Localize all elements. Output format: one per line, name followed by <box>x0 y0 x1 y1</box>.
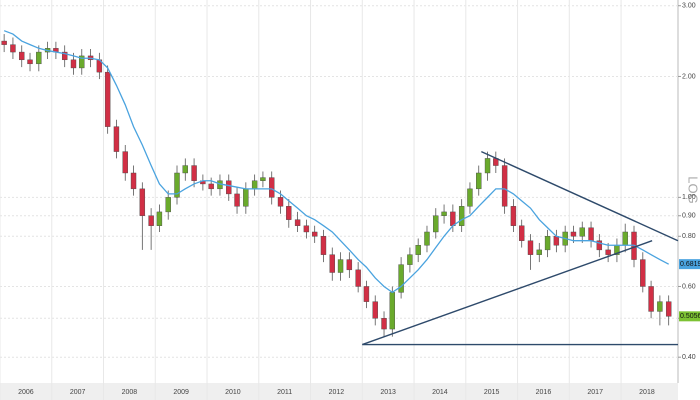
candle-body <box>372 301 378 319</box>
candle-body <box>226 180 232 195</box>
candle-body <box>79 55 85 69</box>
y-tick-label: 0.90 <box>682 213 696 220</box>
candle-body <box>174 172 180 198</box>
x-tick-label: 2018 <box>639 389 655 396</box>
y-tick-label: 3.00 <box>682 3 696 10</box>
candle-body <box>363 286 370 302</box>
candle-body <box>19 51 25 61</box>
candle-body <box>1 40 7 45</box>
last-value-label: 0.5056 <box>680 313 700 320</box>
y-tick-label: 2.00 <box>682 73 696 80</box>
candle-body <box>346 259 353 271</box>
candle-body <box>294 219 301 226</box>
candle-body <box>320 236 327 255</box>
candle-body <box>113 126 120 152</box>
candle-body <box>553 236 560 246</box>
candle-body <box>277 197 284 207</box>
x-tick-label: 2012 <box>329 389 345 396</box>
candle-body <box>544 236 551 251</box>
y-tick-label: 0.80 <box>682 233 696 240</box>
candle-body <box>243 188 249 207</box>
candle-body <box>234 193 240 207</box>
candle-body <box>657 301 663 312</box>
candle-body <box>501 165 508 207</box>
candle-body <box>156 211 163 226</box>
candle-body <box>182 165 188 174</box>
candle-body <box>191 165 197 181</box>
candle-body <box>588 227 594 241</box>
x-tick-label: 2006 <box>18 389 34 396</box>
candle-body <box>622 231 628 246</box>
y-tick-label: 0.60 <box>682 283 696 290</box>
candle-body <box>648 286 654 312</box>
candle-body <box>208 183 214 190</box>
candle-body <box>527 240 534 255</box>
candle-body <box>286 206 292 220</box>
x-axis-strip <box>0 383 678 400</box>
candle-body <box>536 249 542 255</box>
x-tick-label: 2009 <box>173 389 189 396</box>
candle-body <box>484 158 491 174</box>
candle-body <box>70 59 77 69</box>
candle-body <box>450 211 456 226</box>
candle-body <box>251 180 258 190</box>
y-tick-label: 1.00 <box>682 194 696 201</box>
candle-body <box>10 44 16 53</box>
candle-body <box>260 177 266 181</box>
candle-body <box>476 172 482 190</box>
candle-body <box>165 197 171 213</box>
x-tick-label: 2008 <box>122 389 138 396</box>
candle-body <box>311 231 318 237</box>
last-value-label: 0.6819 <box>680 261 700 268</box>
candle-body <box>389 292 396 330</box>
candle-body <box>104 71 111 127</box>
x-tick-label: 2015 <box>484 389 500 396</box>
candle-body <box>36 51 42 65</box>
candle-body <box>596 240 603 251</box>
x-tick-label: 2010 <box>225 389 241 396</box>
candle-body <box>27 59 33 65</box>
x-tick-label: 2011 <box>277 389 292 396</box>
candle-body <box>148 215 154 226</box>
candle-body <box>381 318 387 330</box>
trendline <box>362 240 653 346</box>
candle-body <box>605 249 611 255</box>
candle-body <box>579 227 585 237</box>
candle-body <box>355 269 361 287</box>
candle-body <box>441 211 447 216</box>
x-tick-label: 2017 <box>587 389 603 396</box>
candle-body <box>407 254 413 265</box>
candle-body <box>424 231 430 246</box>
candle-body <box>130 172 137 190</box>
candle-body <box>665 301 672 317</box>
candle-body <box>458 206 465 226</box>
x-tick-label: 2007 <box>70 389 86 396</box>
x-tick-label: 2016 <box>536 389 552 396</box>
candle-body <box>61 51 68 61</box>
candle-body <box>269 177 275 198</box>
candle-body <box>467 188 473 207</box>
candle-body <box>303 225 310 233</box>
y-axis-label: LOG <box>686 176 700 203</box>
moving-average-line <box>3 30 669 294</box>
candle-body <box>139 188 146 216</box>
candle-body <box>570 231 577 237</box>
candle-body <box>640 259 646 287</box>
candle-body <box>329 254 335 273</box>
candle-body <box>122 151 128 174</box>
candle-body <box>415 245 421 255</box>
candle-body <box>433 215 439 233</box>
x-tick-label: 2014 <box>432 389 448 396</box>
y-tick-label: 0.40 <box>682 354 696 361</box>
candle-body <box>510 206 517 226</box>
last-value-box <box>679 259 700 270</box>
trendline <box>481 150 679 242</box>
candle-body <box>398 264 404 293</box>
last-value-box <box>679 311 700 322</box>
candle-body <box>337 259 344 273</box>
x-tick-label: 2013 <box>380 389 396 396</box>
candle-body <box>518 225 525 241</box>
